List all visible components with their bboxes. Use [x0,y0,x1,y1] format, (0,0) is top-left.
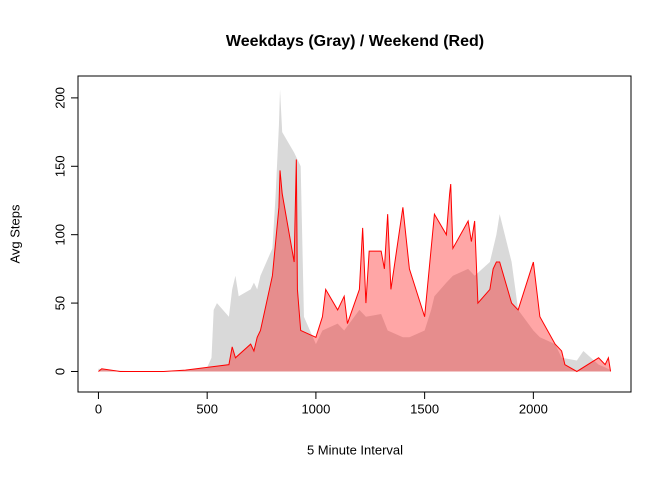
y-tick-label: 50 [52,296,67,310]
x-tick-label: 1500 [410,401,439,416]
area [98,89,611,372]
x-tick-label: 1000 [301,401,330,416]
y-axis-label: Avg Steps [7,204,22,264]
x-tick-label: 500 [196,401,218,416]
area [98,159,611,372]
x-tick-label: 2000 [519,401,548,416]
x-axis-label: 5 Minute Interval [307,442,403,457]
y-tick-label: 150 [52,155,67,177]
line [98,159,612,373]
y-tick-label: 100 [52,224,67,246]
chart-title: Weekdays (Gray) / Weekend (Red) [226,33,484,50]
x-tick-label: 0 [95,401,102,416]
y-tick-label: 200 [52,87,67,109]
y-tick-label: 0 [52,368,67,375]
